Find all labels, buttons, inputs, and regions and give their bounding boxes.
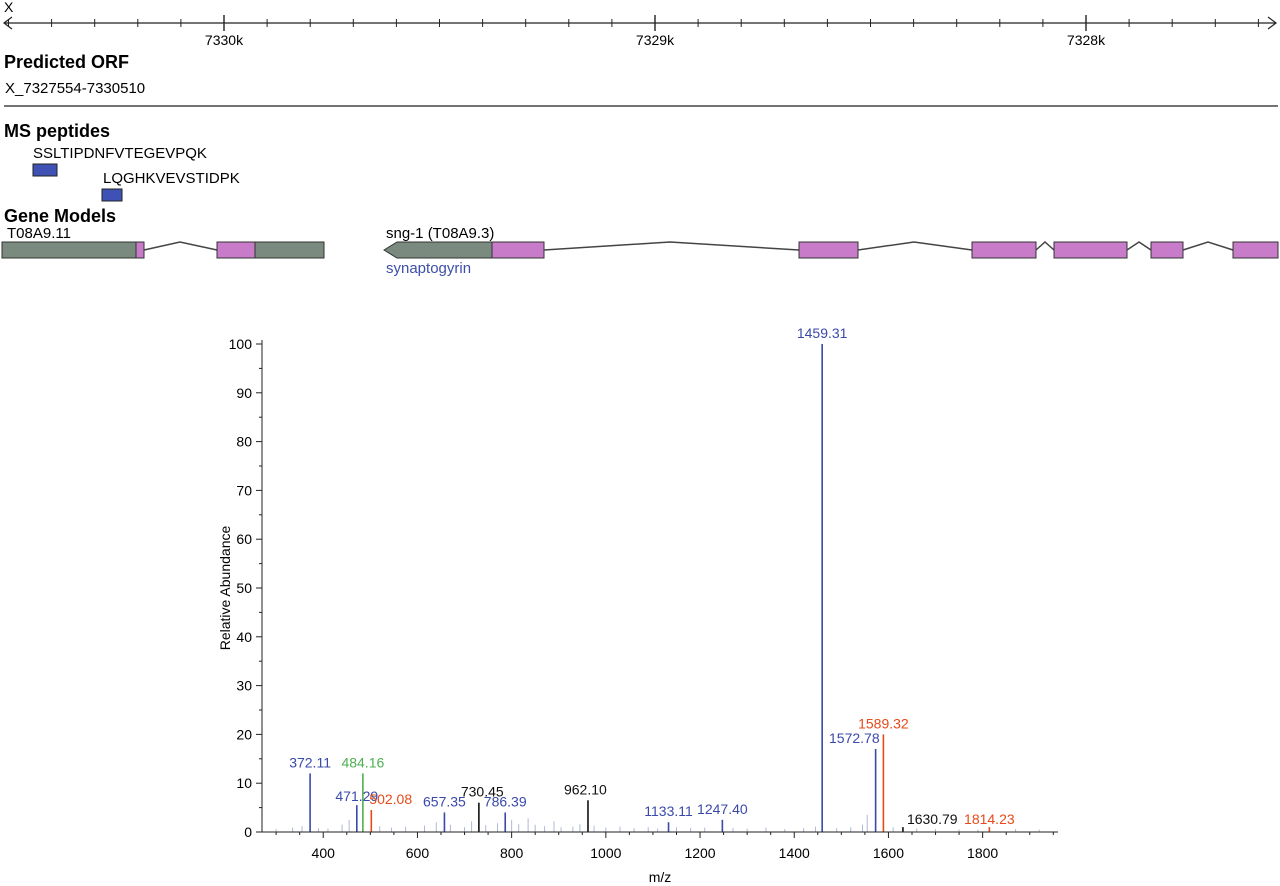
exon-block	[1232, 241, 1279, 259]
predicted-orf-name[interactable]: X_7327554-7330510	[5, 80, 145, 97]
y-tick-label: 90	[236, 385, 252, 401]
peak-label: 484.16	[341, 754, 384, 770]
x-axis-label: m/z	[649, 869, 672, 885]
y-tick-label: 20	[236, 726, 252, 742]
peak-label: 1247.40	[697, 801, 748, 817]
peak-label: 657.35	[423, 793, 466, 809]
exon-block	[1150, 241, 1184, 259]
peak-label: 502.08	[369, 791, 412, 807]
x-tick-label: 800	[500, 845, 524, 861]
gene-description-label: synaptogyrin	[386, 260, 471, 277]
peptide-feature[interactable]	[101, 188, 123, 202]
x-tick-label: 1600	[873, 845, 904, 861]
intron-line	[1182, 241, 1234, 251]
ms-spectrum-chart: 372.11 471.29 484.16 502.08 657.35730.45786.…	[217, 325, 1058, 885]
y-tick-label: 70	[236, 482, 252, 498]
exon-block	[798, 241, 859, 259]
peak-label: 1572.78	[829, 730, 880, 746]
gene-models-heading: Gene Models	[4, 206, 116, 226]
x-tick-label: 1400	[779, 845, 810, 861]
peak-label: 1589.32	[858, 715, 909, 731]
y-tick-label: 0	[244, 824, 252, 840]
gene-name-label: sng-1 (T08A9.3)	[386, 225, 494, 242]
ms-peptides-heading: MS peptides	[4, 121, 110, 141]
exon-block	[216, 241, 256, 259]
utr-block	[1, 241, 137, 259]
noise-peaks	[275, 814, 1040, 832]
peptide-label: SSLTIPDNFVTEGEVPQK	[33, 145, 207, 162]
intron-line	[1126, 241, 1152, 251]
peak-label: 1459.31	[797, 325, 848, 341]
ruler-tick-label: 7330k	[205, 32, 244, 48]
y-tick-label: 100	[229, 336, 253, 352]
x-tick-label: 400	[312, 845, 336, 861]
x-tick-label: 1200	[684, 845, 715, 861]
y-tick-label: 50	[236, 580, 252, 596]
ruler-tick-label: 7329k	[636, 32, 675, 48]
y-tick-label: 30	[236, 678, 252, 694]
peak-label: 962.10	[564, 781, 607, 797]
peak-label: 1630.79	[907, 811, 958, 827]
chart-axes: 0 10 20 30 40 50 60 70 80 90 100 400 600 800 1000 1200 1…	[229, 336, 1058, 861]
gene-model-t08a9-11[interactable]: T08A9.11	[1, 225, 325, 259]
ruler-major-ticks: 7330k 7329k 7328k	[205, 15, 1106, 48]
peak-label: 1814.23	[964, 811, 1015, 827]
peptide-feature[interactable]	[32, 163, 58, 177]
exon-block	[1053, 241, 1128, 259]
exon-block	[971, 241, 1037, 259]
intron-line	[543, 241, 800, 251]
peak-label: 471.29	[335, 788, 378, 804]
y-tick-label: 60	[236, 531, 252, 547]
y-tick-label: 10	[236, 775, 252, 791]
labeled-peaks: 372.11 471.29 484.16 502.08 657.35730.45786.…	[289, 325, 1015, 832]
utr-arrow-block	[383, 241, 493, 259]
predicted-orf-heading: Predicted ORF	[4, 52, 129, 72]
ruler-right-arrow-icon	[1267, 16, 1277, 30]
y-tick-label: 80	[236, 434, 252, 450]
peptide-label: LQGHKVEVSTIDPK	[103, 170, 240, 187]
peak-label: 786.39	[484, 793, 527, 809]
gene-name-label: T08A9.11	[7, 225, 71, 242]
y-axis-label: Relative Abundance	[217, 526, 233, 651]
ruler-left-arrow-icon	[3, 16, 13, 30]
peak-label: 372.11	[289, 754, 331, 770]
peak-label: 1133.11	[644, 803, 693, 819]
intron-line	[143, 241, 218, 251]
peak-label: 730.45	[461, 784, 504, 800]
gene-model-sng-1[interactable]: sng-1 (T08A9.3) synaptogyrin	[383, 225, 1279, 277]
x-tick-label: 600	[406, 845, 430, 861]
intron-line	[857, 241, 973, 251]
ruler-tick-label: 7328k	[1067, 32, 1106, 48]
utr-block	[254, 241, 325, 259]
x-tick-label: 1800	[967, 845, 998, 861]
exon-block	[491, 241, 545, 259]
x-tick-label: 1000	[590, 845, 621, 861]
y-tick-label: 40	[236, 629, 252, 645]
intron-line	[1035, 240, 1055, 251]
genome-browser-panel: X 7330k 7329k 7328k Predicted ORF X_732755…	[1, 0, 1279, 277]
exon-block	[135, 241, 145, 259]
coordinate-ruler: 7330k 7329k 7328k	[3, 15, 1277, 48]
chromosome-label: X	[4, 0, 14, 15]
